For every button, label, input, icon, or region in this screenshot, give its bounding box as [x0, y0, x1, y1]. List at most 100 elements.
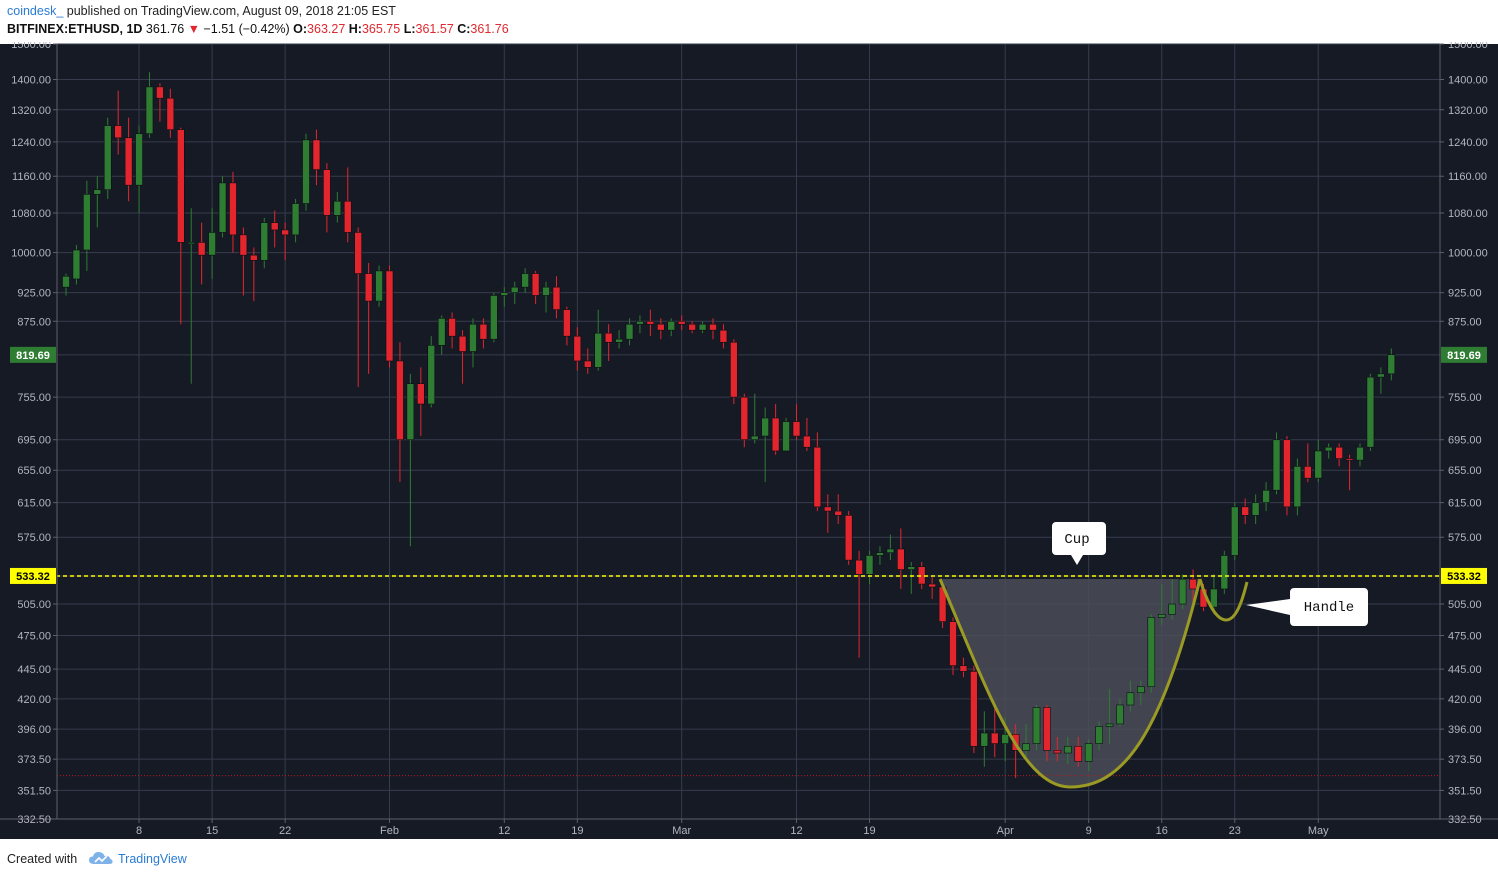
cup-shaded-area: [940, 579, 1200, 787]
price-label-left: 533.32: [16, 571, 50, 583]
candle-body-up: [1064, 745, 1072, 754]
x-tick-label: 9: [1086, 825, 1092, 837]
candle-body-up: [72, 249, 81, 280]
y-tick-label: 1500.00: [11, 42, 51, 51]
candle: [1074, 736, 1083, 767]
x-tick-label: Mar: [672, 825, 691, 837]
y-tick-label: 615.00: [17, 498, 51, 510]
candle-body-down: [959, 665, 968, 672]
publish-line: coindesk_ published on TradingView.com, …: [7, 4, 396, 18]
candle: [990, 708, 999, 758]
candle-body-down: [1283, 439, 1291, 508]
candle-body-down: [928, 583, 936, 588]
candle-body-down: [823, 506, 832, 512]
candle-body-up: [145, 86, 154, 134]
candle: [1220, 550, 1229, 594]
x-tick-label: 19: [571, 825, 583, 837]
price-label-right-bg: [1441, 346, 1487, 363]
candle-body-up: [1356, 446, 1364, 461]
candle-body-up: [1147, 617, 1156, 688]
candle: [1095, 721, 1103, 751]
candle: [928, 577, 936, 599]
y-tick-label: 655.00: [1448, 465, 1482, 477]
candle: [270, 210, 279, 248]
author-link[interactable]: coindesk_: [7, 4, 64, 18]
candle-body-up: [427, 345, 436, 405]
candle: [1283, 436, 1291, 516]
candle: [823, 494, 832, 533]
candle: [1262, 482, 1270, 512]
candle: [208, 208, 216, 279]
candle: [792, 404, 801, 440]
candle-body-down: [323, 169, 331, 216]
candle-body-up: [500, 292, 509, 296]
y-tick-label: 1080.00: [1448, 208, 1488, 220]
candle-body-down: [677, 320, 686, 325]
candle-body-down: [657, 323, 665, 331]
candle: [657, 318, 665, 340]
candle: [959, 657, 968, 678]
y-tick-label: 445.00: [1448, 664, 1482, 676]
y-tick-label: 332.50: [17, 814, 51, 826]
y-tick-label: 925.00: [17, 288, 51, 300]
candle: [521, 268, 529, 293]
candle-body-down: [834, 510, 843, 516]
candle-body-down: [312, 139, 321, 170]
y-tick-label: 1160.00: [12, 171, 51, 183]
candle: [625, 318, 634, 346]
symbol-label: BITFINEX:ETHUSD, 1D: [7, 22, 143, 36]
candle: [604, 324, 613, 361]
candle-body-up: [135, 133, 143, 186]
candle: [260, 217, 269, 269]
y-tick-label: 1000.00: [11, 248, 51, 260]
candle-body-up: [1262, 489, 1270, 503]
candle: [1116, 698, 1124, 727]
candle: [145, 72, 154, 138]
candle-body-up: [1387, 354, 1396, 375]
candle-body-down: [813, 446, 822, 508]
y-tick-label: 575.00: [17, 532, 51, 544]
candle-body-down: [1345, 458, 1354, 461]
chart-footer: Created with TradingView: [0, 841, 1498, 877]
candle-body-down: [114, 125, 122, 139]
candle-body-up: [1001, 734, 1009, 744]
candle-body-down: [417, 383, 425, 405]
candle: [62, 273, 70, 296]
candle: [1043, 704, 1051, 762]
candle-body-down: [448, 318, 456, 337]
candle: [531, 270, 540, 304]
tradingview-link[interactable]: TradingView: [118, 852, 187, 866]
candlestick-chart[interactable]: Cup Handle 1500.00 1500.00 1400.00 1400.00 132…: [0, 42, 1498, 841]
candle-body-down: [719, 329, 728, 343]
candle: [343, 167, 352, 243]
price-label-right: 533.32: [1447, 571, 1481, 583]
candle: [677, 315, 686, 331]
right-axis-bg: [1440, 44, 1498, 819]
y-tick-label: 351.50: [1448, 785, 1482, 797]
candle: [1356, 443, 1364, 467]
chart-area[interactable]: Cup Handle 1500.00 1500.00 1400.00 1400.00 132…: [0, 42, 1498, 841]
candle: [594, 309, 603, 371]
tradingview-cloud-icon[interactable]: [88, 850, 114, 866]
y-tick-label: 1320.00: [1448, 105, 1488, 117]
candle-body-up: [1157, 614, 1166, 618]
y-tick-label: 396.00: [17, 724, 51, 736]
candle: [302, 133, 310, 211]
candle-body-up: [636, 320, 644, 325]
candle-body-down: [771, 417, 780, 452]
candle: [135, 125, 143, 213]
handle-callout: Handle: [1246, 588, 1368, 626]
price-change: −1.51 (−0.42%): [203, 22, 290, 36]
candle-body-up: [291, 203, 300, 236]
candle: [250, 247, 258, 302]
candle-body-up: [83, 193, 91, 251]
candle: [1022, 723, 1030, 758]
candle-body-up: [782, 421, 790, 452]
candle-body-up: [1116, 704, 1124, 725]
candle: [166, 88, 175, 138]
candle: [949, 617, 957, 675]
candle: [218, 176, 227, 238]
candle: [448, 312, 456, 349]
y-tick-label: 655.00: [17, 465, 51, 477]
candle: [844, 511, 853, 565]
